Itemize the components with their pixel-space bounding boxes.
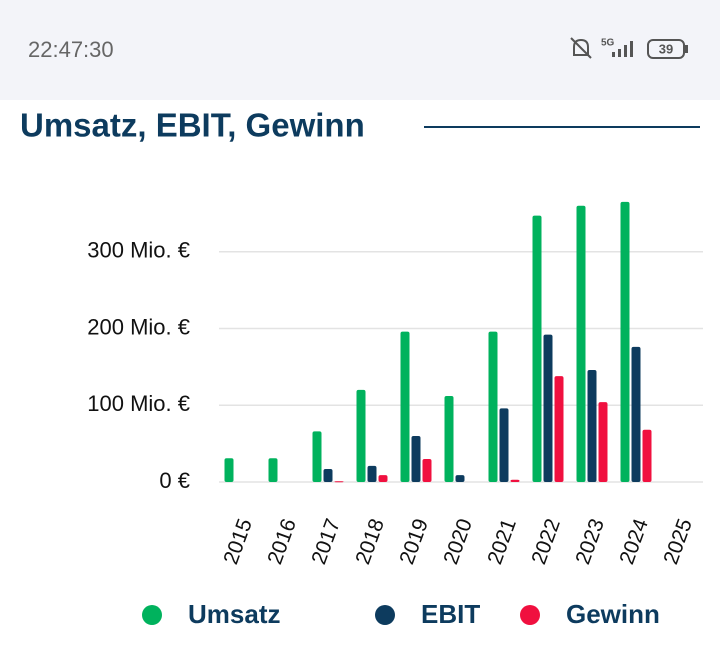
y-tick-label: 300 Mio. € (87, 238, 190, 263)
bar (400, 331, 410, 482)
bar (543, 334, 553, 482)
bar (378, 475, 388, 482)
status-time: 22:47:30 (28, 37, 114, 62)
bar (631, 346, 641, 482)
bar (598, 402, 608, 482)
bar (620, 201, 630, 483)
bar (411, 435, 421, 482)
legend-marker (142, 605, 162, 625)
y-tick-label: 200 Mio. € (87, 314, 190, 339)
legend-label: Umsatz (188, 599, 280, 629)
bar (224, 458, 234, 482)
x-tick-label: 2025 (659, 516, 697, 568)
bar (356, 389, 366, 482)
legend-label: Gewinn (566, 599, 660, 629)
bar (587, 369, 597, 482)
bar (499, 408, 509, 482)
bar (268, 458, 278, 482)
bar (532, 215, 542, 483)
y-tick-label: 0 € (159, 468, 190, 493)
chart-title: Umsatz, EBIT, Gewinn (20, 107, 365, 144)
x-tick-label: 2024 (615, 515, 653, 567)
bar (510, 479, 520, 482)
bar (367, 465, 377, 482)
bar (422, 458, 432, 482)
bar (554, 376, 564, 482)
signal-icon (612, 41, 633, 57)
bar (312, 431, 322, 482)
bar (576, 205, 586, 482)
bar (488, 331, 498, 482)
network-label: 5G (601, 38, 615, 49)
mute-icon (570, 37, 592, 59)
x-tick-label: 2017 (307, 516, 345, 568)
legend-marker (520, 605, 540, 625)
legend-label: EBIT (421, 599, 480, 629)
x-tick-label: 2018 (351, 516, 389, 568)
bar (455, 475, 465, 482)
bar (334, 481, 344, 483)
battery-level: 39 (659, 41, 673, 56)
x-tick-label: 2021 (483, 516, 521, 568)
x-tick-label: 2015 (219, 516, 257, 568)
legend-marker (375, 605, 395, 625)
bar (642, 429, 652, 482)
x-tick-label: 2023 (571, 516, 609, 568)
y-tick-label: 100 Mio. € (87, 391, 190, 416)
x-tick-label: 2019 (395, 516, 433, 568)
bar (444, 396, 454, 482)
x-tick-label: 2022 (527, 516, 565, 568)
battery-tip (685, 45, 688, 53)
x-tick-label: 2016 (263, 516, 301, 568)
battery-icon (647, 39, 685, 59)
status-bar (0, 0, 720, 100)
x-tick-label: 2020 (439, 516, 477, 568)
bar (323, 468, 333, 482)
